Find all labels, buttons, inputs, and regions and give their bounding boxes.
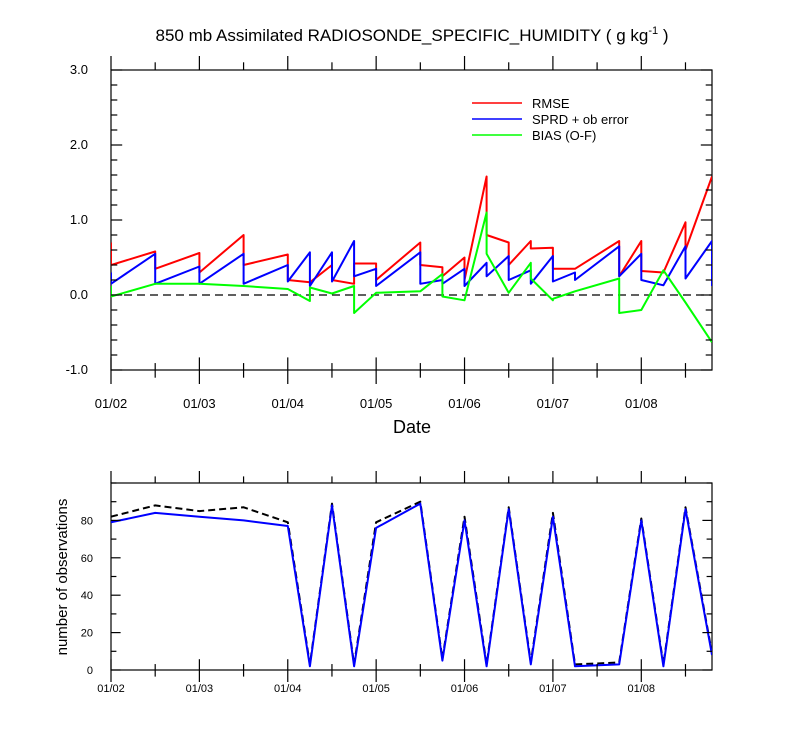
legend-sprd-label: SPRD + ob error [532,112,629,127]
y-tick-label: 80 [81,515,93,527]
y-tick-label: -1.0 [66,362,88,377]
series-line-rmse [111,175,712,285]
x-tick-label: 01/08 [625,396,658,411]
x-tick-label: 01/03 [186,683,214,695]
x-tick-label: 01/06 [448,396,481,411]
x-tick-label: 01/06 [451,683,479,695]
x-tick-label: 01/05 [360,396,393,411]
x-tick-label: 01/07 [539,683,567,695]
x-tick-label: 01/02 [97,683,125,695]
x-axis-label: Date [393,417,431,437]
x-tick-label: 01/05 [362,683,390,695]
series-line-bias-o-f [111,211,712,343]
x-tick-label: 01/07 [537,396,570,411]
y-tick-label: 2.0 [70,137,88,152]
y-tick-label: 1.0 [70,212,88,227]
legend-rmse-label: RMSE [532,96,570,111]
series-line-assimilated [111,502,712,668]
y-tick-label: 20 [81,628,93,640]
x-tick-label: 01/02 [95,396,128,411]
x-tick-label: 01/04 [274,683,302,695]
y-axis-label-observations: number of observations [54,499,71,656]
y-tick-label: 0 [87,665,93,677]
chart-title: 850 mb Assimilated RADIOSONDE_SPECIFIC_H… [156,25,669,45]
y-tick-label: 3.0 [70,62,88,77]
bottom-plot: 01/02 01/03 01/04 01/05 01/06 01/07 01/08 0 20 4… [54,471,713,695]
x-tick-label: 01/03 [183,396,216,411]
y-tick-label: 60 [81,553,93,565]
x-tick-label: 01/08 [628,683,656,695]
y-tick-label: 40 [81,590,93,602]
series-line-sprd-ob-error [111,240,712,287]
legend: RMSE SPRD + ob error BIAS (O-F) [472,96,629,143]
y-tick-label: 0.0 [70,287,88,302]
series-line-possible [111,500,712,666]
x-tick-label: 01/04 [271,396,304,411]
legend-bias-label: BIAS (O-F) [532,128,596,143]
top-plot: 01/02 01/03 01/04 01/05 01/06 01/07 01/08 -1.0… [66,56,713,437]
